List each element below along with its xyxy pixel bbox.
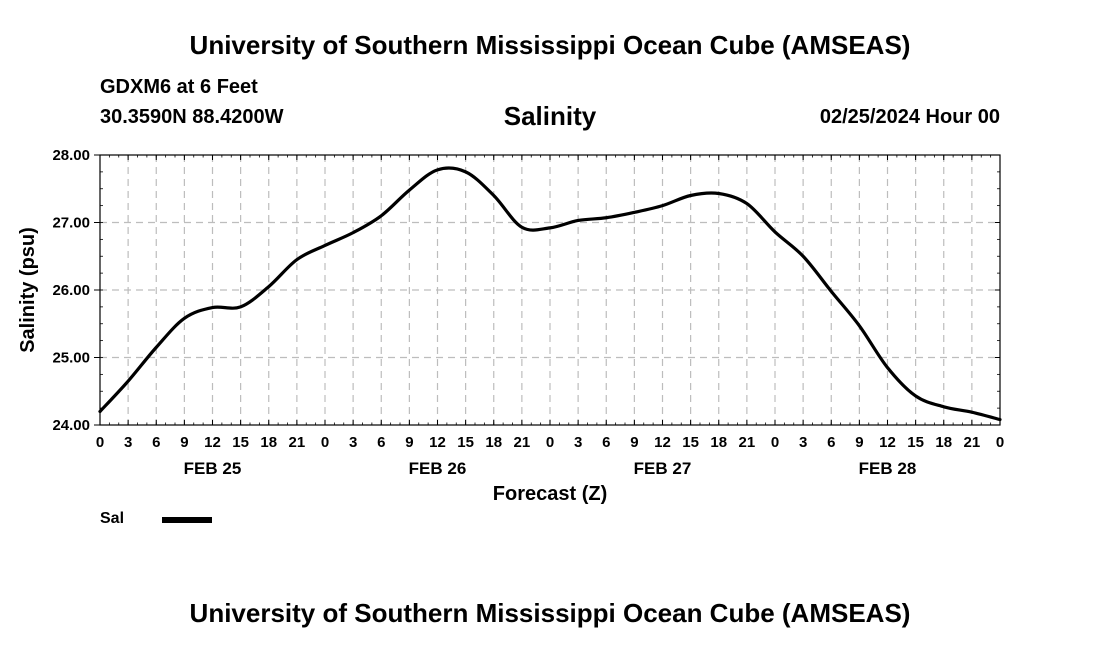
x-tick-label: 0	[546, 434, 554, 451]
x-tick-label: 6	[152, 434, 160, 451]
day-label: FEB 25	[184, 459, 242, 478]
x-tick-label: 9	[855, 434, 863, 451]
axis-ticks	[94, 154, 1001, 426]
x-tick-label: 21	[739, 434, 756, 451]
y-tick-labels: 24.00 25.00 26.00 27.00 28.00	[52, 147, 90, 434]
coordinates-label: 30.3590N 88.4200W	[100, 106, 284, 128]
x-tick-label: 15	[232, 434, 249, 451]
x-tick-label: 12	[654, 434, 671, 451]
x-tick-label: 21	[289, 434, 306, 451]
x-tick-labels: 0 3 6 9 12 15 18 21 0 3 6 9 12 15 18 21 0 3 6 9 12 15 18 21 0 3 6 9…	[96, 434, 1004, 451]
x-tick-label: 21	[964, 434, 981, 451]
x-tick-label: 18	[260, 434, 277, 451]
day-label: FEB 26	[409, 459, 467, 478]
day-label: FEB 27	[634, 459, 692, 478]
x-tick-label: 18	[485, 434, 502, 451]
x-tick-label: 9	[630, 434, 638, 451]
y-tick-label: 24.00	[52, 417, 90, 434]
day-label: FEB 28	[859, 459, 917, 478]
x-tick-label: 12	[204, 434, 221, 451]
x-tick-label: 0	[771, 434, 779, 451]
y-tick-label: 28.00	[52, 147, 90, 164]
x-axis-label: Forecast (Z)	[493, 483, 607, 505]
x-tick-label: 15	[457, 434, 474, 451]
x-tick-label: 15	[907, 434, 924, 451]
parameter-title: Salinity	[503, 101, 597, 131]
day-labels: FEB 25 FEB 26 FEB 27 FEB 28	[184, 459, 917, 478]
grid-lines	[100, 155, 1000, 425]
y-tick-label: 25.00	[52, 350, 90, 367]
x-tick-label: 6	[602, 434, 610, 451]
x-tick-label: 12	[879, 434, 896, 451]
x-tick-label: 15	[682, 434, 699, 451]
x-tick-label: 12	[429, 434, 446, 451]
x-tick-label: 3	[349, 434, 357, 451]
x-tick-label: 6	[827, 434, 835, 451]
station-label: GDXM6 at 6 Feet	[100, 76, 258, 98]
legend-label: Sal	[100, 510, 125, 527]
y-tick-label: 26.00	[52, 282, 90, 299]
x-tick-label: 3	[124, 434, 132, 451]
x-tick-label: 0	[996, 434, 1004, 451]
x-tick-label: 9	[180, 434, 188, 451]
x-tick-label: 18	[935, 434, 952, 451]
legend-line-swatch	[162, 517, 212, 523]
forecast-datetime: 02/25/2024 Hour 00	[819, 106, 1000, 128]
footer-title: University of Southern Mississippi Ocean…	[189, 598, 911, 628]
x-tick-label: 3	[799, 434, 807, 451]
y-tick-label: 27.00	[52, 215, 90, 232]
x-tick-label: 0	[96, 434, 104, 451]
x-tick-label: 0	[321, 434, 329, 451]
x-tick-label: 9	[405, 434, 413, 451]
salinity-series-line	[98, 166, 1002, 422]
x-tick-label: 3	[574, 434, 582, 451]
x-tick-label: 18	[710, 434, 727, 451]
y-axis-label: Salinity (psu)	[17, 227, 39, 353]
x-tick-label: 21	[514, 434, 531, 451]
x-tick-label: 6	[377, 434, 385, 451]
chart-title: University of Southern Mississippi Ocean…	[189, 30, 911, 60]
